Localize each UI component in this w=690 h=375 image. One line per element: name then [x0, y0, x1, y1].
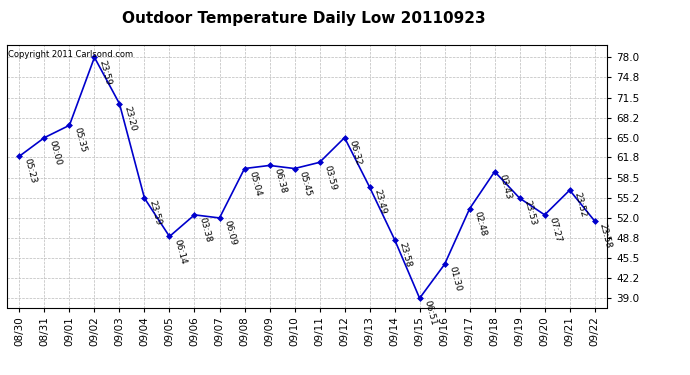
Text: 05:04: 05:04: [247, 170, 263, 197]
Text: 23:52: 23:52: [573, 192, 588, 219]
Text: 23:53: 23:53: [522, 200, 538, 227]
Text: 23:58: 23:58: [397, 241, 413, 268]
Text: 03:43: 03:43: [497, 173, 513, 200]
Text: 23:49: 23:49: [373, 189, 388, 216]
Text: 00:00: 00:00: [47, 139, 63, 166]
Text: 23:59: 23:59: [147, 200, 163, 227]
Text: 06:51: 06:51: [422, 300, 437, 327]
Text: Copyright 2011 Carlsond.com: Copyright 2011 Carlsond.com: [8, 50, 133, 59]
Text: 06:32: 06:32: [347, 139, 363, 166]
Text: 05:23: 05:23: [22, 158, 37, 185]
Text: 06:09: 06:09: [222, 219, 237, 247]
Text: 06:38: 06:38: [273, 167, 288, 194]
Text: 23:20: 23:20: [122, 105, 137, 132]
Text: 07:27: 07:27: [547, 216, 563, 243]
Text: 05:45: 05:45: [297, 170, 313, 197]
Text: 23:59: 23:59: [97, 59, 112, 86]
Text: 05:35: 05:35: [72, 127, 88, 154]
Text: 03:59: 03:59: [322, 164, 337, 191]
Text: 01:30: 01:30: [447, 266, 463, 293]
Text: 06:14: 06:14: [172, 238, 188, 265]
Text: 23:58: 23:58: [598, 222, 613, 250]
Text: 02:48: 02:48: [473, 210, 488, 237]
Text: 03:38: 03:38: [197, 216, 213, 244]
Text: Outdoor Temperature Daily Low 20110923: Outdoor Temperature Daily Low 20110923: [122, 11, 485, 26]
